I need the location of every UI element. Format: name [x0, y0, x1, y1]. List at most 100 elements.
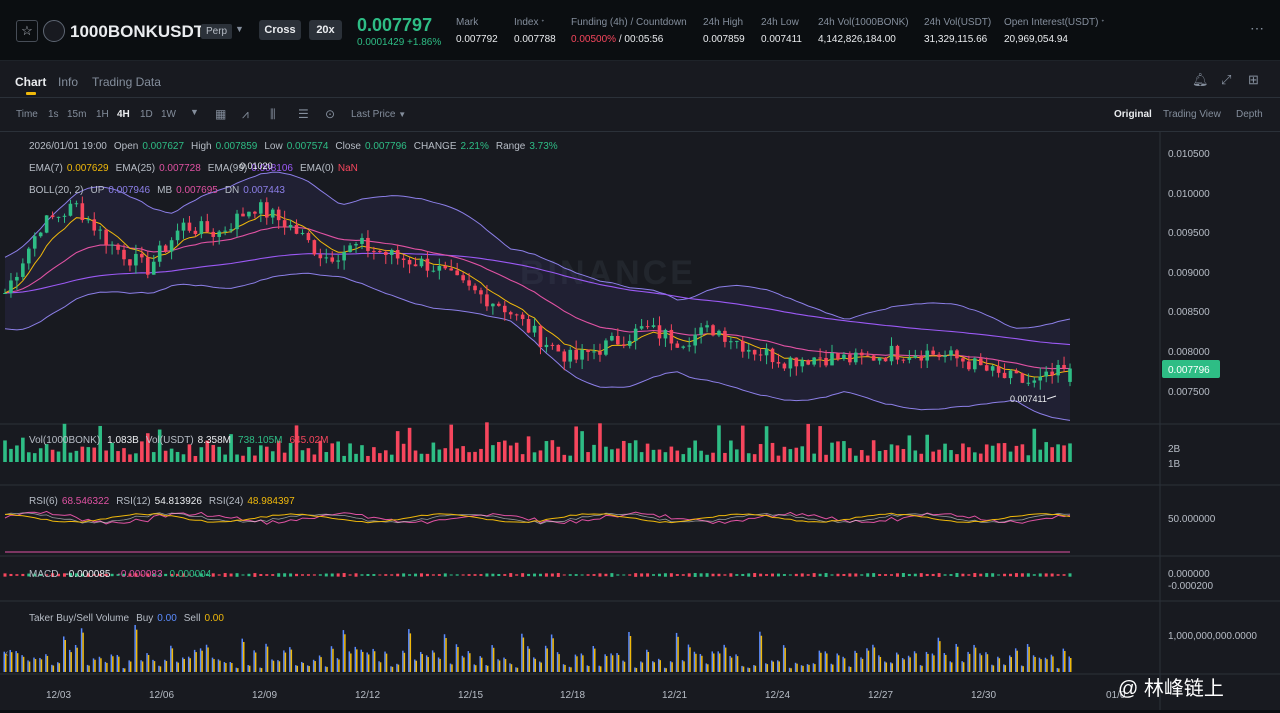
- taker-sell-bar: [112, 656, 114, 672]
- candle-body: [38, 232, 43, 237]
- price-axis[interactable]: 0.010500 0.010000 0.009500 0.009000 0.00…: [1168, 149, 1210, 398]
- interval-4h[interactable]: 4H: [117, 109, 130, 120]
- candle-body: [437, 265, 442, 271]
- volume-bar: [360, 445, 364, 462]
- candle-body: [735, 340, 739, 342]
- margin-mode-button[interactable]: Cross: [259, 20, 301, 40]
- volume-bar: [699, 450, 703, 462]
- volume-bar: [163, 450, 168, 462]
- taker-buy-bar: [396, 663, 398, 672]
- scroll-left-icon[interactable]: ‹: [5, 648, 8, 659]
- taker-sell-bar: [766, 664, 769, 672]
- volume-bar: [848, 448, 852, 462]
- macd-bar: [830, 574, 834, 576]
- taker-buy-bar: [580, 653, 583, 672]
- interval-1d[interactable]: 1D: [140, 109, 153, 120]
- macd-bar: [271, 574, 275, 576]
- interval-15m[interactable]: 15m: [67, 109, 87, 120]
- volume-bar: [181, 454, 186, 462]
- macd-bar: [717, 573, 721, 577]
- taker-sell-bar: [34, 659, 37, 672]
- more-menu-icon[interactable]: ⋯: [1250, 20, 1264, 36]
- candle-body: [723, 330, 727, 342]
- calendar-icon[interactable]: ▦: [215, 107, 227, 121]
- macd-bar: [991, 573, 995, 577]
- taker-sell-bar: [951, 662, 953, 672]
- interval-1h[interactable]: 1H: [96, 109, 109, 120]
- volume-bar: [431, 442, 436, 462]
- taker-buy-bar: [92, 658, 95, 672]
- taker-buy-bar: [134, 624, 136, 672]
- settings-icon[interactable]: ☰: [298, 107, 309, 121]
- alert-bell-icon[interactable]: 🔔︎: [1192, 72, 1209, 87]
- star-icon[interactable]: ☆: [16, 20, 38, 42]
- macd-bar: [812, 573, 816, 577]
- chart-area[interactable]: BINANCE 2026/01/01 19:00 Open 0.007627 High…: [0, 132, 1280, 710]
- volume-bar: [389, 454, 394, 462]
- macd-bar: [265, 574, 269, 576]
- taker-sell-bar: [28, 661, 31, 672]
- candle-body: [497, 303, 501, 306]
- expand-icon[interactable]: ⤢: [1221, 72, 1232, 87]
- indicator-icon[interactable]: ⩘: [242, 107, 249, 121]
- volume-bar: [651, 449, 656, 462]
- macd-bar: [1056, 574, 1060, 576]
- taker-sell-bar: [445, 638, 447, 672]
- volume-bar: [1056, 444, 1060, 462]
- macd-bar: [187, 574, 191, 576]
- taker-buy-bar: [283, 650, 285, 672]
- grid-layout-icon[interactable]: ⊞: [1248, 72, 1259, 87]
- taker-buy-bar: [765, 663, 767, 672]
- tab-chart[interactable]: Chart: [15, 75, 47, 89]
- macd-bar: [503, 574, 507, 576]
- date-tick: 12/18: [560, 690, 585, 701]
- taker-buy-bar: [1014, 648, 1017, 672]
- candlestick-chart[interactable]: BINANCE 2026/01/01 19:00 Open 0.007627 High…: [0, 132, 1280, 710]
- interval-time[interactable]: Time: [16, 109, 38, 120]
- symbol-dropdown-icon[interactable]: ▼: [235, 24, 244, 34]
- macd-bar: [1003, 573, 1007, 577]
- macd-bar: [1050, 573, 1054, 577]
- interval-dropdown-icon[interactable]: ▼: [190, 107, 199, 117]
- taker-buy-bar: [306, 665, 309, 672]
- time-axis[interactable]: 12/03 12/06 12/09 12/12 12/15 12/18 12/2…: [46, 690, 1126, 701]
- volume-bar: [943, 443, 947, 462]
- volume-bar: [122, 448, 126, 462]
- macd-bar: [1062, 574, 1066, 576]
- candle-body: [383, 251, 388, 255]
- volume-bar: [187, 444, 192, 462]
- leverage-button[interactable]: 20x: [309, 20, 342, 40]
- volume-bar: [175, 451, 180, 462]
- taker-buy-bar: [866, 648, 868, 672]
- date-tick: 12/24: [765, 690, 790, 701]
- tab-trading-data[interactable]: Trading Data: [92, 75, 161, 89]
- taker-buy-bar: [479, 656, 481, 672]
- macd-bar: [1020, 573, 1024, 577]
- tab-info[interactable]: Info: [58, 75, 79, 89]
- current-price-tag-bg: [1162, 360, 1220, 378]
- taker-buy-bar: [354, 646, 357, 672]
- candle-body: [842, 354, 846, 359]
- candle-body: [491, 303, 495, 307]
- volume-bar: [788, 449, 793, 462]
- candle-type-icon[interactable]: ⫼: [270, 107, 276, 121]
- interval-1s[interactable]: 1s: [48, 109, 59, 120]
- candle-body: [877, 357, 882, 361]
- price-type-select[interactable]: Last Price ▼: [351, 109, 407, 120]
- taker-buy-bar: [485, 665, 487, 672]
- view-depth[interactable]: Depth: [1236, 109, 1263, 120]
- taker-buy-bar: [21, 655, 23, 672]
- taker-sell-bar: [790, 668, 792, 672]
- volume-bar: [663, 452, 668, 462]
- drawing-tools-icon[interactable]: ⊙: [325, 107, 336, 121]
- taker-buy-bar: [360, 649, 362, 672]
- view-original[interactable]: Original: [1114, 109, 1152, 120]
- interval-1w[interactable]: 1W: [161, 109, 176, 120]
- taker-sell-bar: [147, 654, 150, 672]
- taker-sell-bar: [5, 653, 7, 672]
- taker-sell-bar: [980, 655, 983, 672]
- taker-buy-bar: [836, 653, 838, 672]
- symbol-name[interactable]: 1000BONKUSDT: [70, 22, 205, 41]
- date-tick: 12/09: [252, 690, 277, 701]
- view-trading-view[interactable]: Trading View: [1163, 109, 1221, 120]
